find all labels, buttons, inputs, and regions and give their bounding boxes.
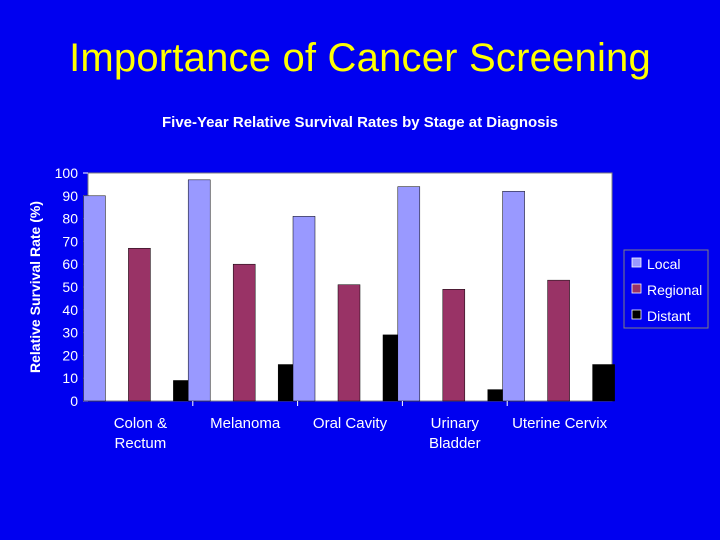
x-tick-label: Melanoma bbox=[210, 415, 281, 432]
bar-regional bbox=[442, 289, 466, 402]
bar-regional bbox=[232, 263, 256, 402]
bar-local bbox=[187, 179, 211, 402]
y-tick-label: 70 bbox=[62, 233, 78, 249]
slide-title: Importance of Cancer Screening bbox=[69, 36, 651, 80]
legend-label-regional: Regional bbox=[647, 282, 702, 298]
y-axis-title: Relative Survival Rate (%) bbox=[27, 201, 43, 373]
bar-local bbox=[83, 195, 106, 402]
legend-swatch-distant bbox=[631, 309, 642, 320]
y-tick-label: 10 bbox=[62, 370, 78, 386]
y-tick-label: 90 bbox=[62, 188, 78, 204]
y-tick-label: 40 bbox=[62, 302, 78, 318]
y-tick-label: 0 bbox=[70, 393, 78, 409]
legend-swatch-regional bbox=[631, 283, 642, 294]
bar-local bbox=[502, 190, 525, 402]
chart-title: Five-Year Relative Survival Rates by Sta… bbox=[161, 114, 558, 131]
legend-swatch-local bbox=[631, 257, 642, 268]
bar-regional bbox=[337, 284, 361, 402]
y-tick-label: 80 bbox=[62, 211, 78, 227]
legend-label-local: Local bbox=[647, 256, 680, 272]
x-tick-label: Colon & Rectum bbox=[114, 415, 167, 452]
y-tick-label: 60 bbox=[62, 256, 78, 272]
x-tick-label: Oral Cavity bbox=[313, 415, 388, 432]
x-tick-label: Urinary Bladder bbox=[429, 415, 481, 452]
bar-regional bbox=[547, 279, 570, 402]
y-tick-label: 30 bbox=[62, 325, 78, 341]
x-tick-label: Uterine Cervix bbox=[512, 415, 608, 432]
y-tick-label: 50 bbox=[62, 279, 78, 295]
bar-local bbox=[292, 216, 316, 402]
legend-label-distant: Distant bbox=[647, 308, 691, 324]
bar-regional bbox=[128, 247, 151, 402]
bar-distant bbox=[592, 364, 615, 402]
y-tick-label: 100 bbox=[55, 165, 79, 181]
y-tick-label: 20 bbox=[62, 347, 78, 363]
bar-local bbox=[397, 186, 421, 402]
